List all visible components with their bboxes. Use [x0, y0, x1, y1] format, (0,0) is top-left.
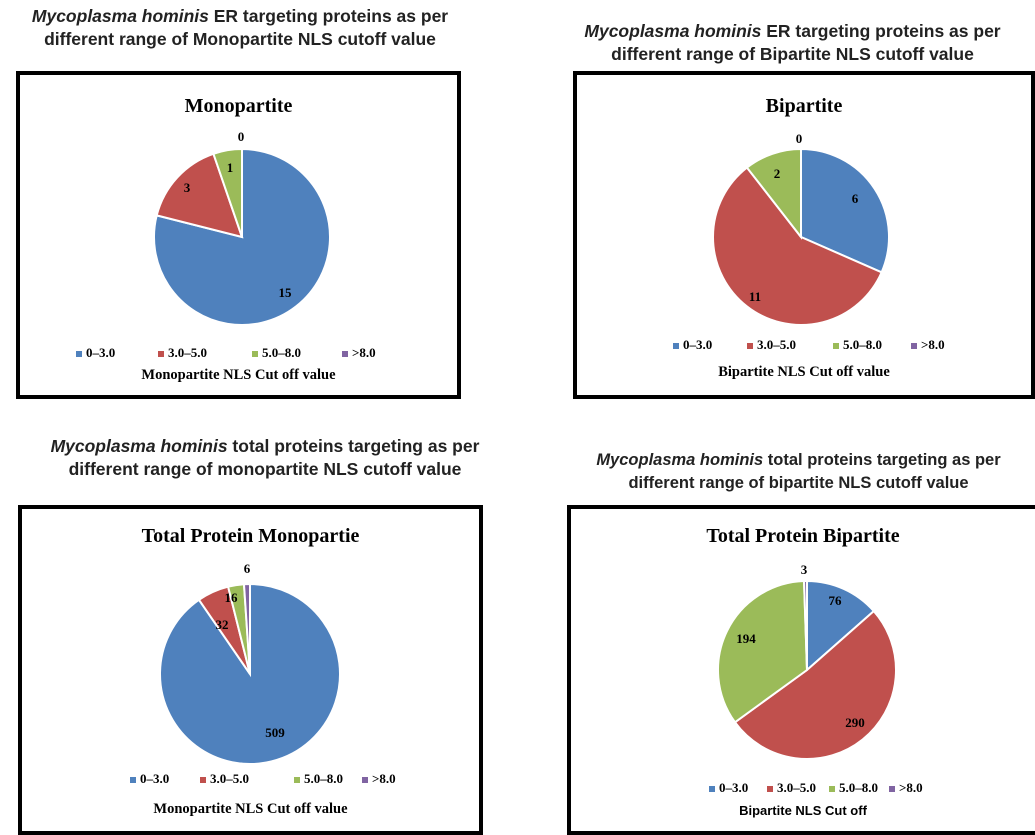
caption-line2: different range of monopartite NLS cutof…: [68, 459, 462, 479]
chart-panel-total-bipartite: Total Protein Bipartite 76 290 194 3 0–3.0 3.0…: [567, 505, 1035, 835]
legend-label-5-0-8-0: 5.0–8.0: [843, 337, 882, 352]
legend-swatch-5-0-8-0: [294, 777, 300, 783]
legend-swatch-5-0-8-0: [829, 786, 835, 792]
data-label-0-3-0: 509: [265, 725, 285, 740]
chart-total-bipartite: Total Protein Bipartite 76 290 194 3 0–3.0 3.0…: [706, 525, 923, 818]
pie-slice-8-0: [242, 582, 251, 675]
chart-title: Bipartite: [766, 95, 843, 117]
caption-er-monopartite: Mycoplasma hominis ER targeting proteins…: [0, 5, 480, 51]
legend-swatch-8-0: [342, 351, 348, 357]
data-label-5-0-8-0: 2: [774, 166, 781, 181]
x-axis-label: Bipartite NLS Cut off value: [718, 364, 890, 380]
data-label-8-0: 0: [238, 129, 245, 144]
legend-swatch-0-3-0: [709, 786, 715, 792]
chart-title: Total Protein Bipartite: [706, 525, 899, 547]
chart-title: Total Protein Monopartie: [142, 525, 360, 547]
pie-slice-3-0-5-0: [712, 166, 883, 326]
pie-slice-3-0-5-0: [733, 609, 897, 760]
chart-panel-monopartite: Monopartite 15 3 1 0 0–3.0 3.0–5.0 5.0–8.0 >8.0 M…: [16, 71, 461, 399]
legend-swatch-5-0-8-0: [833, 343, 839, 349]
caption-italic: Mycoplasma hominis: [584, 21, 762, 41]
legend-label-8-0: >8.0: [899, 780, 923, 795]
data-label-8-0: 0: [796, 131, 803, 146]
legend-label-3-0-5-0: 3.0–5.0: [168, 345, 207, 360]
data-label-3-0-5-0: 32: [216, 617, 229, 632]
legend-label-3-0-5-0: 3.0–5.0: [777, 780, 816, 795]
legend-swatch-0-3-0: [130, 777, 136, 783]
legend-swatch-8-0: [889, 786, 895, 792]
chart-panel-bipartite: Bipartite 6 11 2 0 0–3.0 3.0–5.0 5.0–8.0 >8.0 Bip…: [573, 71, 1035, 399]
caption-er-bipartite: Mycoplasma hominis ER targeting proteins…: [550, 20, 1035, 66]
chart-total-monopartite: Total Protein Monopartie 509 32 16 6 0–3.0 3.0…: [130, 525, 396, 817]
legend-label-0-3-0: 0–3.0: [719, 780, 748, 795]
data-label-3-0-5-0: 11: [749, 289, 761, 304]
caption-rest: total proteins targeting as per: [227, 436, 480, 456]
data-label-5-0-8-0: 194: [736, 631, 756, 646]
legend-swatch-0-3-0: [673, 343, 679, 349]
caption-total-monopartite: Mycoplasma hominis total proteins target…: [0, 435, 530, 481]
pie-slice-5-0-8-0: [717, 580, 809, 724]
legend-swatch-0-3-0: [76, 351, 82, 357]
caption-italic: Mycoplasma hominis: [50, 436, 228, 456]
data-label-0-3-0: 76: [829, 593, 843, 608]
legend-label-3-0-5-0: 3.0–5.0: [210, 771, 249, 786]
data-label-3-0-5-0: 3: [184, 180, 191, 195]
x-axis-label: Monopartite NLS Cut off value: [153, 801, 348, 817]
pie-slice-0-3-0: [806, 579, 876, 673]
chart-title: Monopartite: [185, 95, 293, 117]
legend-label-3-0-5-0: 3.0–5.0: [757, 337, 796, 352]
legend-label-0-3-0: 0–3.0: [140, 771, 169, 786]
caption-rest: ER targeting proteins as per: [761, 21, 1001, 41]
legend-swatch-5-0-8-0: [252, 351, 258, 357]
legend-swatch-8-0: [911, 343, 917, 349]
data-label-8-0: 3: [801, 562, 808, 577]
data-label-0-3-0: 15: [279, 285, 293, 300]
data-label-8-0: 6: [244, 561, 251, 576]
pie-slice-8-0: [802, 579, 808, 671]
caption-rest: ER targeting proteins as per: [208, 6, 449, 26]
legend-label-0-3-0: 0–3.0: [86, 345, 115, 360]
caption-italic: Mycoplasma hominis: [596, 451, 764, 469]
caption-line2: different range of bipartite NLS cutoff …: [628, 474, 969, 492]
chart-monopartite: Monopartite 15 3 1 0 0–3.0 3.0–5.0 5.0–8.0 >8.0 M…: [76, 95, 376, 383]
legend-label-5-0-8-0: 5.0–8.0: [839, 780, 878, 795]
legend-label-8-0: >8.0: [372, 771, 396, 786]
data-label-0-3-0: 6: [852, 191, 859, 206]
pie-slice-0-3-0: [800, 147, 890, 274]
legend-label-0-3-0: 0–3.0: [683, 337, 712, 352]
pie-slice-0-3-0: [153, 147, 331, 326]
chart-bipartite: Bipartite 6 11 2 0 0–3.0 3.0–5.0 5.0–8.0 >8.0 Bip…: [673, 95, 945, 380]
caption-line2: different range of Monopartite NLS cutof…: [44, 29, 436, 49]
legend-swatch-3-0-5-0: [767, 786, 773, 792]
legend-swatch-3-0-5-0: [747, 343, 753, 349]
chart-panel-total-monopartite: Total Protein Monopartie 509 32 16 6 0–3.0 3.0…: [18, 505, 483, 835]
data-label-3-0-5-0: 290: [845, 715, 865, 730]
caption-italic: Mycoplasma hominis: [31, 6, 209, 26]
legend-swatch-3-0-5-0: [200, 777, 206, 783]
x-axis-label: Bipartite NLS Cut off: [739, 803, 867, 818]
legend-swatch-8-0: [362, 777, 368, 783]
legend-label-8-0: >8.0: [921, 337, 945, 352]
data-label-5-0-8-0: 1: [227, 160, 234, 175]
legend-label-5-0-8-0: 5.0–8.0: [262, 345, 301, 360]
data-label-5-0-8-0: 16: [225, 590, 239, 605]
x-axis-label: Monopartite NLS Cut off value: [141, 367, 336, 383]
caption-total-bipartite: Mycoplasma hominis total proteins target…: [562, 449, 1035, 495]
caption-line2: different range of Bipartite NLS cutoff …: [611, 44, 974, 64]
legend-label-8-0: >8.0: [352, 345, 376, 360]
pie-slice-3-0-5-0: [155, 152, 244, 239]
legend-label-5-0-8-0: 5.0–8.0: [304, 771, 343, 786]
caption-rest: total proteins targeting as per: [763, 451, 1001, 469]
legend-swatch-3-0-5-0: [158, 351, 164, 357]
